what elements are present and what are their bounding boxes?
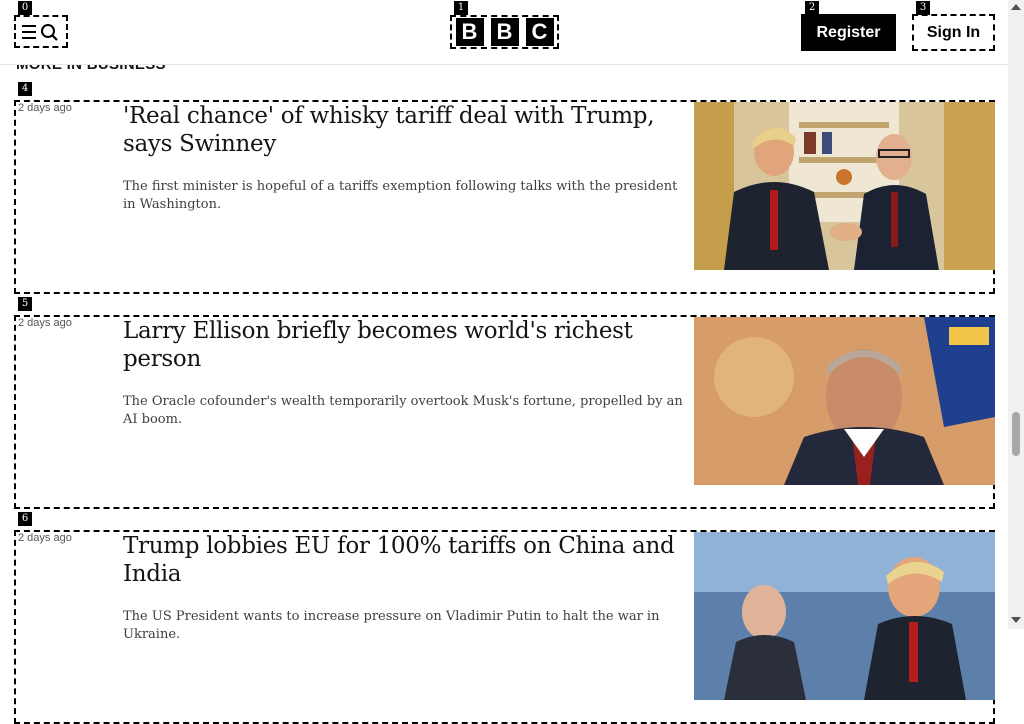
menu-search-button[interactable] <box>14 15 68 48</box>
article-card[interactable]: 2 days ago 'Real chance' of whisky tarif… <box>14 100 995 294</box>
element-marker-3: 3 <box>916 1 930 15</box>
element-marker-1: 1 <box>454 1 468 15</box>
sign-in-button[interactable]: Sign In <box>912 14 995 51</box>
arrow-up-icon[interactable] <box>1011 4 1021 10</box>
logo-letter-b1: B <box>455 18 484 46</box>
photo-leaders-handshake <box>694 102 995 270</box>
arrow-down-icon[interactable] <box>1011 617 1021 623</box>
article-card[interactable]: 2 days ago Trump lobbies EU for 100% tar… <box>14 530 995 724</box>
bbc-logo[interactable]: B B C <box>450 15 559 49</box>
article-image[interactable] <box>694 532 995 700</box>
element-marker-0: 0 <box>18 1 32 15</box>
photo-portrait-man <box>694 317 995 485</box>
element-marker-2: 2 <box>805 1 819 15</box>
element-marker-5: 5 <box>18 297 32 311</box>
article-headline[interactable]: Trump lobbies EU for 100% tariffs on Chi… <box>123 533 675 587</box>
scrollbar-thumb[interactable] <box>1012 412 1020 456</box>
article-headline[interactable]: 'Real chance' of whisky tariff deal with… <box>123 103 655 157</box>
element-marker-4: 4 <box>18 82 32 96</box>
element-marker-6: 6 <box>18 512 32 526</box>
article-time: 2 days ago <box>18 532 72 544</box>
article-time: 2 days ago <box>18 102 72 114</box>
article-image[interactable] <box>694 102 995 270</box>
site-header: 0 B B C 1 Register 2 Sign In 3 <box>0 0 1008 65</box>
article-headline[interactable]: Larry Ellison briefly becomes world's ri… <box>123 318 633 372</box>
article-time: 2 days ago <box>18 317 72 329</box>
article-card[interactable]: 2 days ago Larry Ellison briefly becomes… <box>14 315 995 509</box>
hamburger-search-icon <box>22 23 58 41</box>
article-summary: The Oracle cofounder's wealth temporaril… <box>123 394 683 427</box>
article-summary: The US President wants to increase press… <box>123 609 660 642</box>
article-summary: The first minister is hopeful of a tarif… <box>123 179 678 212</box>
logo-letter-c: C <box>525 18 554 46</box>
register-button[interactable]: Register <box>801 14 896 51</box>
vertical-scrollbar[interactable] <box>1008 0 1024 629</box>
logo-letter-b2: B <box>490 18 519 46</box>
article-image[interactable] <box>694 317 995 485</box>
photo-two-leaders <box>694 532 995 700</box>
